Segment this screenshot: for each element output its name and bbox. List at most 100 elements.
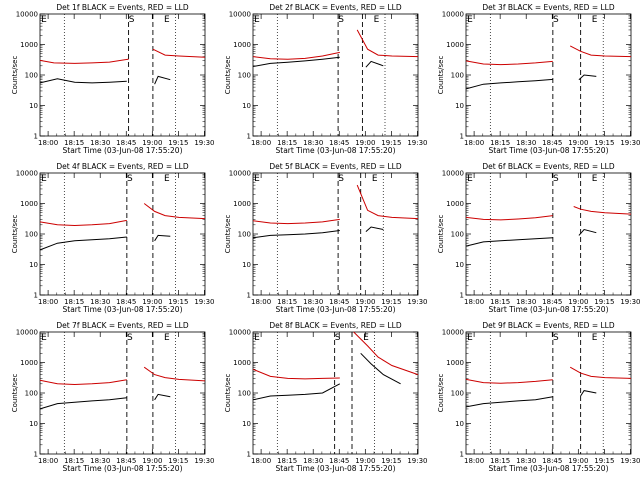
- y-tick-label: 10: [29, 420, 38, 428]
- y-tick-label: 1000: [233, 41, 251, 49]
- events-series-line: [365, 60, 384, 68]
- lld-series-line: [39, 58, 129, 64]
- x-tick-label: 19:15: [594, 457, 614, 465]
- y-tick-label: 1000: [20, 41, 38, 49]
- x-tick-label: 18:00: [251, 139, 271, 147]
- panel: Det 8f BLACK = Events, RED = LLD 1 10 100 10…: [224, 321, 428, 473]
- y-tick-label: 1: [247, 133, 251, 141]
- events-series-line: [578, 74, 597, 81]
- marker-label-e: E: [254, 333, 260, 343]
- lld-series-line: [143, 366, 206, 382]
- x-tick-label: 19:15: [381, 457, 401, 465]
- y-axis-label: Counts/sec: [11, 215, 19, 254]
- events-series-line: [365, 226, 384, 232]
- x-tick-label: 18:45: [116, 139, 136, 147]
- panel-title: Det 5f BLACK = Events, RED = LLD: [269, 162, 402, 171]
- x-tick-label: 19:15: [168, 298, 188, 306]
- x-tick-label: 19:00: [355, 139, 375, 147]
- x-tick-label: 18:15: [277, 298, 297, 306]
- marker-label-s: S: [127, 174, 133, 184]
- x-tick-label: 18:30: [90, 139, 110, 147]
- marker-label-e: E: [41, 333, 47, 343]
- y-tick-label: 10: [242, 420, 251, 428]
- panel-title: Det 9f BLACK = Events, RED = LLD: [482, 321, 615, 330]
- panel: Det 1f BLACK = Events, RED = LLD 1 10 100 10…: [11, 3, 215, 155]
- marker-label-e: E: [41, 15, 47, 25]
- y-tick-label: 1: [460, 292, 464, 300]
- y-axis-label: Counts/sec: [224, 374, 232, 413]
- x-tick-label: 19:30: [194, 298, 214, 306]
- events-series-line: [39, 236, 127, 251]
- marker-label-e: E: [254, 174, 260, 184]
- x-tick-label: 18:00: [38, 139, 58, 147]
- x-axis-label: Start Time (03-Jun-08 17:55:20): [276, 146, 396, 155]
- x-tick-label: 18:00: [464, 139, 484, 147]
- y-tick-label: 10: [242, 102, 251, 110]
- y-tick-label: 100: [25, 72, 38, 80]
- plot-frame: [39, 331, 206, 455]
- plot-frame: [39, 13, 206, 137]
- y-tick-label: 1: [34, 451, 38, 459]
- marker-label-s: S: [129, 15, 135, 25]
- x-tick-label: 18:00: [38, 457, 58, 465]
- x-axis-label: Start Time (03-Jun-08 17:55:20): [276, 305, 396, 314]
- y-tick-label: 10000: [16, 11, 38, 19]
- plot-frame: [465, 172, 632, 296]
- y-tick-label: 1000: [446, 41, 464, 49]
- marker-label-s: S: [338, 174, 344, 184]
- x-tick-label: 18:45: [542, 457, 562, 465]
- x-tick-label: 19:30: [620, 298, 640, 306]
- y-tick-label: 100: [238, 231, 251, 239]
- panel: Det 2f BLACK = Events, RED = LLD 1 10 100 10…: [224, 3, 428, 155]
- lld-series-line: [465, 378, 553, 384]
- y-tick-label: 100: [451, 72, 464, 80]
- x-axis-label: Start Time (03-Jun-08 17:55:20): [489, 464, 609, 473]
- marker-label-s: S: [127, 333, 133, 343]
- events-series-line: [154, 75, 171, 85]
- y-tick-label: 10: [242, 261, 251, 269]
- marker-label-e: E: [467, 15, 473, 25]
- y-axis-label: Counts/sec: [11, 374, 19, 413]
- y-tick-label: 10: [455, 420, 464, 428]
- x-tick-label: 19:15: [381, 139, 401, 147]
- plot-frame: [465, 13, 632, 137]
- x-tick-label: 18:30: [516, 298, 536, 306]
- marker-label-e: E: [254, 15, 260, 25]
- x-tick-label: 18:30: [90, 298, 110, 306]
- marker-label-e: E: [164, 333, 170, 343]
- x-tick-label: 18:30: [303, 139, 323, 147]
- panel-title: Det 7f BLACK = Events, RED = LLD: [56, 321, 189, 330]
- y-tick-label: 1000: [233, 359, 251, 367]
- x-tick-label: 19:00: [142, 457, 162, 465]
- y-tick-label: 10: [455, 102, 464, 110]
- marker-label-e: E: [41, 174, 47, 184]
- y-tick-label: 10000: [229, 170, 251, 178]
- events-series-line: [252, 230, 340, 239]
- x-axis-label: Start Time (03-Jun-08 17:55:20): [63, 305, 183, 314]
- lld-series-line: [356, 29, 419, 58]
- x-tick-label: 19:00: [568, 139, 588, 147]
- lld-series-line: [252, 368, 340, 380]
- events-series-line: [580, 390, 597, 397]
- lld-series-line: [356, 184, 419, 220]
- y-tick-label: 1: [34, 292, 38, 300]
- events-series-line: [465, 237, 553, 247]
- y-tick-label: 1000: [446, 200, 464, 208]
- lld-series-line: [143, 203, 206, 220]
- marker-label-e: E: [592, 174, 598, 184]
- marker-label-s: S: [335, 333, 341, 343]
- x-tick-label: 19:00: [355, 457, 375, 465]
- marker-label-e: E: [372, 174, 378, 184]
- panel: Det 4f BLACK = Events, RED = LLD 1 10 100 10…: [11, 162, 215, 314]
- y-tick-label: 1: [34, 133, 38, 141]
- x-tick-label: 19:30: [407, 457, 427, 465]
- marker-label-e: E: [467, 333, 473, 343]
- x-tick-label: 19:15: [168, 457, 188, 465]
- events-series-line: [39, 397, 127, 410]
- marker-label-s: S: [338, 15, 344, 25]
- x-tick-label: 18:15: [490, 298, 510, 306]
- y-tick-label: 1: [460, 451, 464, 459]
- lld-series-line: [152, 48, 206, 58]
- y-tick-label: 10: [29, 102, 38, 110]
